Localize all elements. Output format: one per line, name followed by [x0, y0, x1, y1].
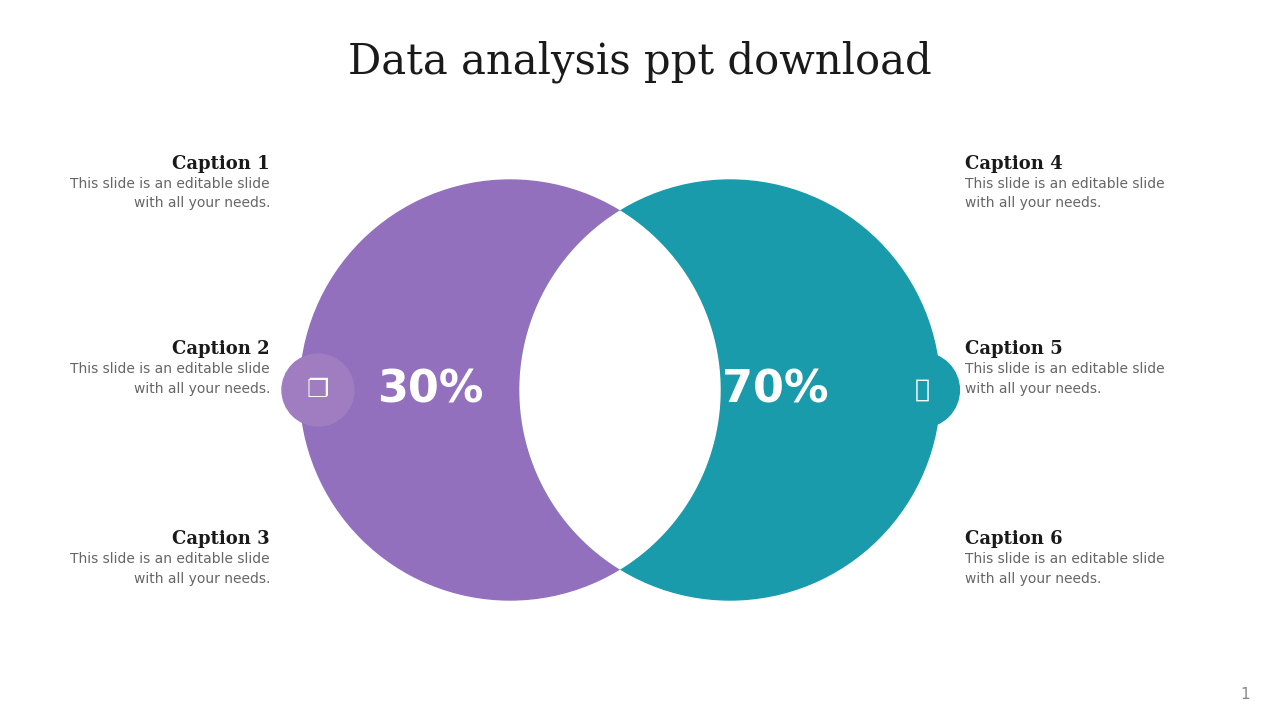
Text: Data analysis ppt download: Data analysis ppt download	[348, 41, 932, 84]
Polygon shape	[520, 211, 719, 569]
Text: This slide is an editable slide
with all your needs.: This slide is an editable slide with all…	[70, 177, 270, 210]
Text: 30%: 30%	[376, 369, 483, 412]
Text: Caption 4: Caption 4	[965, 155, 1062, 173]
Text: This slide is an editable slide
with all your needs.: This slide is an editable slide with all…	[70, 362, 270, 395]
Circle shape	[300, 180, 719, 600]
Circle shape	[282, 354, 355, 426]
Text: 70%: 70%	[722, 369, 828, 412]
Text: Caption 6: Caption 6	[965, 530, 1062, 548]
Text: This slide is an editable slide
with all your needs.: This slide is an editable slide with all…	[70, 552, 270, 585]
Circle shape	[520, 180, 940, 600]
Text: This slide is an editable slide
with all your needs.: This slide is an editable slide with all…	[965, 552, 1165, 585]
Text: This slide is an editable slide
with all your needs.: This slide is an editable slide with all…	[965, 177, 1165, 210]
Text: ⧖: ⧖	[914, 378, 929, 402]
Text: Caption 2: Caption 2	[173, 340, 270, 358]
Text: Caption 5: Caption 5	[965, 340, 1062, 358]
Text: Caption 3: Caption 3	[173, 530, 270, 548]
Text: Caption 1: Caption 1	[173, 155, 270, 173]
Circle shape	[886, 354, 957, 426]
Text: This slide is an editable slide
with all your needs.: This slide is an editable slide with all…	[965, 362, 1165, 395]
Text: ❐: ❐	[307, 378, 329, 402]
Text: 1: 1	[1240, 687, 1251, 702]
